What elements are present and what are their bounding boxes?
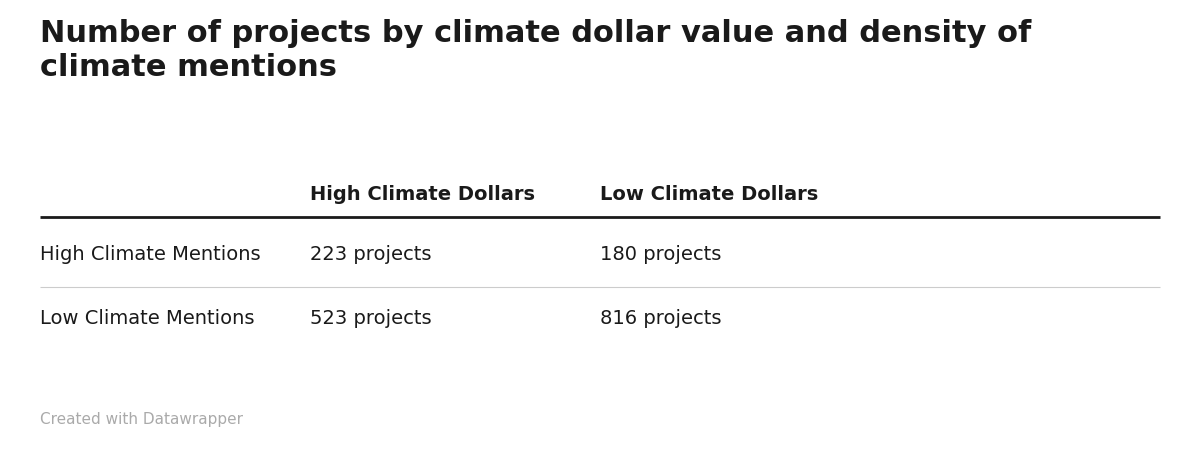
Text: Low Climate Mentions: Low Climate Mentions xyxy=(40,309,254,329)
Text: High Climate Dollars: High Climate Dollars xyxy=(310,185,535,203)
Text: 223 projects: 223 projects xyxy=(310,245,432,264)
Text: 816 projects: 816 projects xyxy=(600,309,721,329)
Text: Number of projects by climate dollar value and density of
climate mentions: Number of projects by climate dollar val… xyxy=(40,19,1031,82)
Text: High Climate Mentions: High Climate Mentions xyxy=(40,245,260,264)
Text: Created with Datawrapper: Created with Datawrapper xyxy=(40,412,242,427)
Text: 523 projects: 523 projects xyxy=(310,309,432,329)
Text: 180 projects: 180 projects xyxy=(600,245,721,264)
Text: Low Climate Dollars: Low Climate Dollars xyxy=(600,185,818,203)
